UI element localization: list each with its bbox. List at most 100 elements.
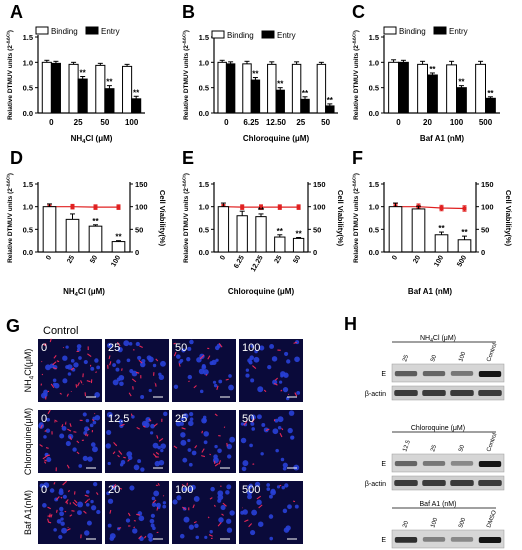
nucleus	[253, 356, 260, 363]
significance-label: **	[458, 78, 465, 87]
y-axis-label: Relative DTMUV units (2-ΔΔCt)	[352, 30, 360, 120]
viral-signal	[72, 501, 78, 507]
nucleus	[59, 511, 64, 517]
nucleus	[150, 513, 155, 518]
nucleus	[195, 535, 200, 540]
band-e	[450, 371, 474, 376]
nucleus	[189, 412, 194, 417]
nucleus	[245, 368, 250, 372]
nucleus	[179, 358, 184, 363]
viability-point	[116, 205, 121, 210]
nucleus	[125, 518, 131, 523]
nucleus	[153, 490, 160, 497]
viral-signal	[274, 377, 279, 381]
nucleus	[162, 504, 167, 509]
nucleus	[249, 443, 253, 448]
nucleus	[90, 505, 97, 511]
lane-label: Control	[486, 432, 498, 452]
nucleus	[203, 440, 208, 445]
significance-label: **	[277, 80, 284, 89]
chart-panel-f: F 0.0 0.5 1.0 1.5 Relative DTMUV units (2-ΔΔC…	[352, 148, 513, 296]
nucleus	[181, 348, 186, 353]
x-tick-label-group: 12.25	[250, 254, 265, 273]
viral-signal	[205, 374, 208, 376]
nucleus	[96, 509, 101, 515]
nucleus	[176, 495, 182, 501]
viral-signal	[293, 341, 298, 344]
row-label-group: Baf A1(nM)	[23, 490, 33, 535]
bar	[291, 63, 302, 114]
nucleus	[118, 419, 124, 425]
x-tick-label-group: 50	[292, 254, 302, 264]
viability-point	[462, 206, 467, 211]
viral-signal	[67, 489, 70, 493]
viral-signal	[66, 464, 70, 469]
nucleus	[261, 422, 266, 427]
viral-signal	[108, 355, 111, 360]
viral-signal	[136, 513, 141, 516]
y-axis-label-group: Relative DTMUV units (2-ΔΔCt)	[352, 173, 360, 263]
nucleus	[227, 454, 232, 459]
viral-signal	[117, 454, 120, 458]
viral-signal	[178, 363, 181, 367]
blot-strip-e	[391, 363, 505, 383]
viral-signal	[65, 499, 69, 503]
nucleus	[119, 463, 124, 467]
x-tick-label: 100	[450, 118, 464, 127]
nucleus	[180, 417, 185, 422]
x-tick-label: 100	[110, 254, 122, 268]
x-tick-label-group: 0	[45, 254, 53, 261]
nucleus	[203, 418, 207, 423]
viral-signal	[182, 506, 187, 511]
viability-line	[395, 206, 465, 210]
nucleus	[39, 483, 45, 488]
bar	[411, 208, 426, 253]
nucleus	[106, 411, 113, 418]
nucleus	[96, 365, 101, 370]
tile-label: 0	[41, 342, 47, 354]
panel-letter: E	[182, 148, 194, 168]
nucleus	[272, 428, 279, 435]
y2-axis-label: Cell Viability(%)	[504, 190, 513, 247]
band-e	[478, 461, 502, 467]
x-tick-label: 50	[321, 118, 330, 127]
nucleus	[214, 444, 218, 449]
nucleus	[191, 450, 197, 456]
lane-label: DMSO	[486, 509, 498, 528]
blot-strip-actin	[391, 475, 505, 491]
nucleus	[226, 443, 233, 450]
lane-label: 25	[402, 354, 410, 363]
nucleus	[228, 374, 232, 378]
nucleus	[257, 521, 264, 527]
y-tick-label: 0.5	[369, 84, 379, 93]
viral-signal	[131, 378, 137, 383]
nucleus	[280, 457, 285, 462]
viral-signal	[263, 389, 267, 393]
x-axis-label: Baf A1 (nM)	[420, 134, 464, 143]
viral-signal	[133, 526, 136, 529]
row-label-e: E	[381, 371, 386, 378]
x-tick-label-group: 20	[412, 254, 422, 264]
nucleus	[247, 494, 252, 500]
nucleus	[187, 346, 192, 352]
bar	[300, 98, 310, 114]
row-label-group: Chloroquine(μM)	[23, 408, 33, 475]
viral-signal	[73, 499, 78, 504]
viral-signal	[279, 484, 282, 487]
nucleus	[277, 416, 284, 423]
nucleus	[243, 422, 248, 427]
tile-label: 50	[242, 413, 254, 425]
tile-background	[239, 410, 303, 473]
microscopy-tile: 0	[38, 480, 102, 544]
nucleus	[182, 413, 189, 419]
chart-panel-a: A 0.0 0.5 1.0 1.5 Relative DTMUV units (2-ΔΔC…	[6, 2, 145, 145]
significance-label: **	[258, 206, 265, 215]
y-tick-label: 0.0	[369, 109, 379, 118]
nucleus	[141, 358, 146, 364]
nucleus	[217, 448, 222, 454]
x-tick-label: 0	[396, 118, 401, 127]
viral-signal	[154, 383, 157, 387]
nucleus	[245, 373, 250, 378]
nucleus	[179, 533, 185, 539]
